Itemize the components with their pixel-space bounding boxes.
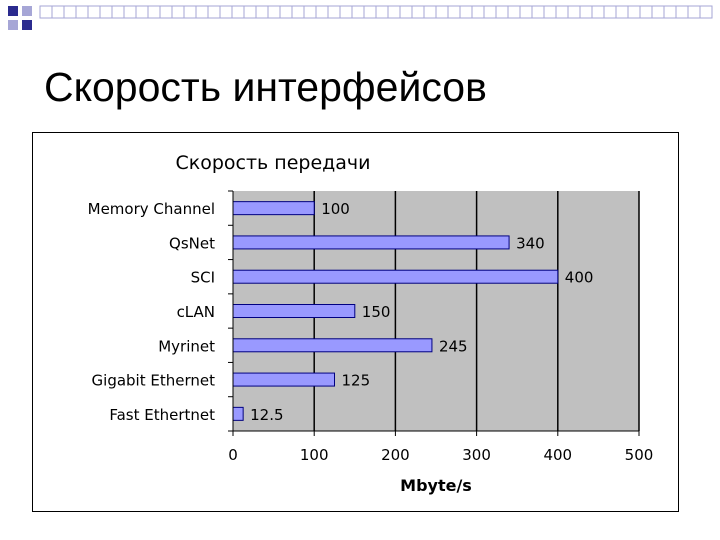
bar — [232, 406, 244, 421]
category-labels: Memory Channel QsNet SCI cLAN Myrinet Gigabit… — [88, 200, 215, 424]
slide-title: Скорость интерфейсов — [44, 64, 487, 110]
value-labels: 100 340 400 150 245 125 12.5 — [250, 200, 593, 424]
data-label: 100 — [321, 200, 350, 218]
chart-title: Скорость передачи — [175, 152, 370, 174]
x-tick-label: 100 — [300, 446, 329, 464]
x-tick-label: 200 — [381, 446, 410, 464]
category-label: Myrinet — [158, 337, 215, 355]
corner-square-dark — [22, 20, 32, 30]
bar — [232, 269, 559, 284]
bar-chart: Скорость передачи Memory Channel QsNet SCI… — [88, 152, 654, 495]
data-label: 340 — [516, 234, 545, 252]
corner-square-light — [22, 6, 32, 16]
category-label: Fast Ethertnet — [109, 406, 215, 424]
axes — [228, 190, 640, 436]
category-label: cLAN — [177, 303, 215, 321]
bars — [232, 201, 559, 421]
x-tick-label: 0 — [228, 446, 238, 464]
data-label: 400 — [565, 269, 594, 287]
gridlines — [313, 191, 640, 431]
bar — [232, 201, 315, 216]
x-tick-label: 500 — [625, 446, 654, 464]
category-label: QsNet — [169, 234, 215, 252]
chart-frame: Скорость передачи Memory Channel QsNet SCI… — [32, 132, 679, 512]
header-grid-strip — [39, 5, 713, 19]
bar — [232, 338, 433, 353]
data-label: 125 — [342, 372, 371, 390]
corner-square-dark — [8, 6, 18, 16]
data-label: 245 — [439, 337, 468, 355]
data-label: 150 — [362, 303, 391, 321]
slide-corner-decoration — [8, 5, 713, 30]
category-label: Gigabit Ethernet — [92, 372, 216, 390]
category-label: Memory Channel — [88, 200, 215, 218]
bar — [232, 372, 335, 387]
bar — [232, 235, 510, 250]
bar — [232, 304, 356, 318]
category-label: SCI — [191, 269, 215, 287]
data-label: 12.5 — [250, 406, 283, 424]
corner-square-light — [8, 20, 18, 30]
x-tick-labels: 0 100 200 300 400 500 — [228, 446, 653, 464]
x-tick-label: 400 — [543, 446, 572, 464]
x-tick-label: 300 — [462, 446, 491, 464]
x-axis-label: Mbyte/s — [400, 476, 472, 495]
